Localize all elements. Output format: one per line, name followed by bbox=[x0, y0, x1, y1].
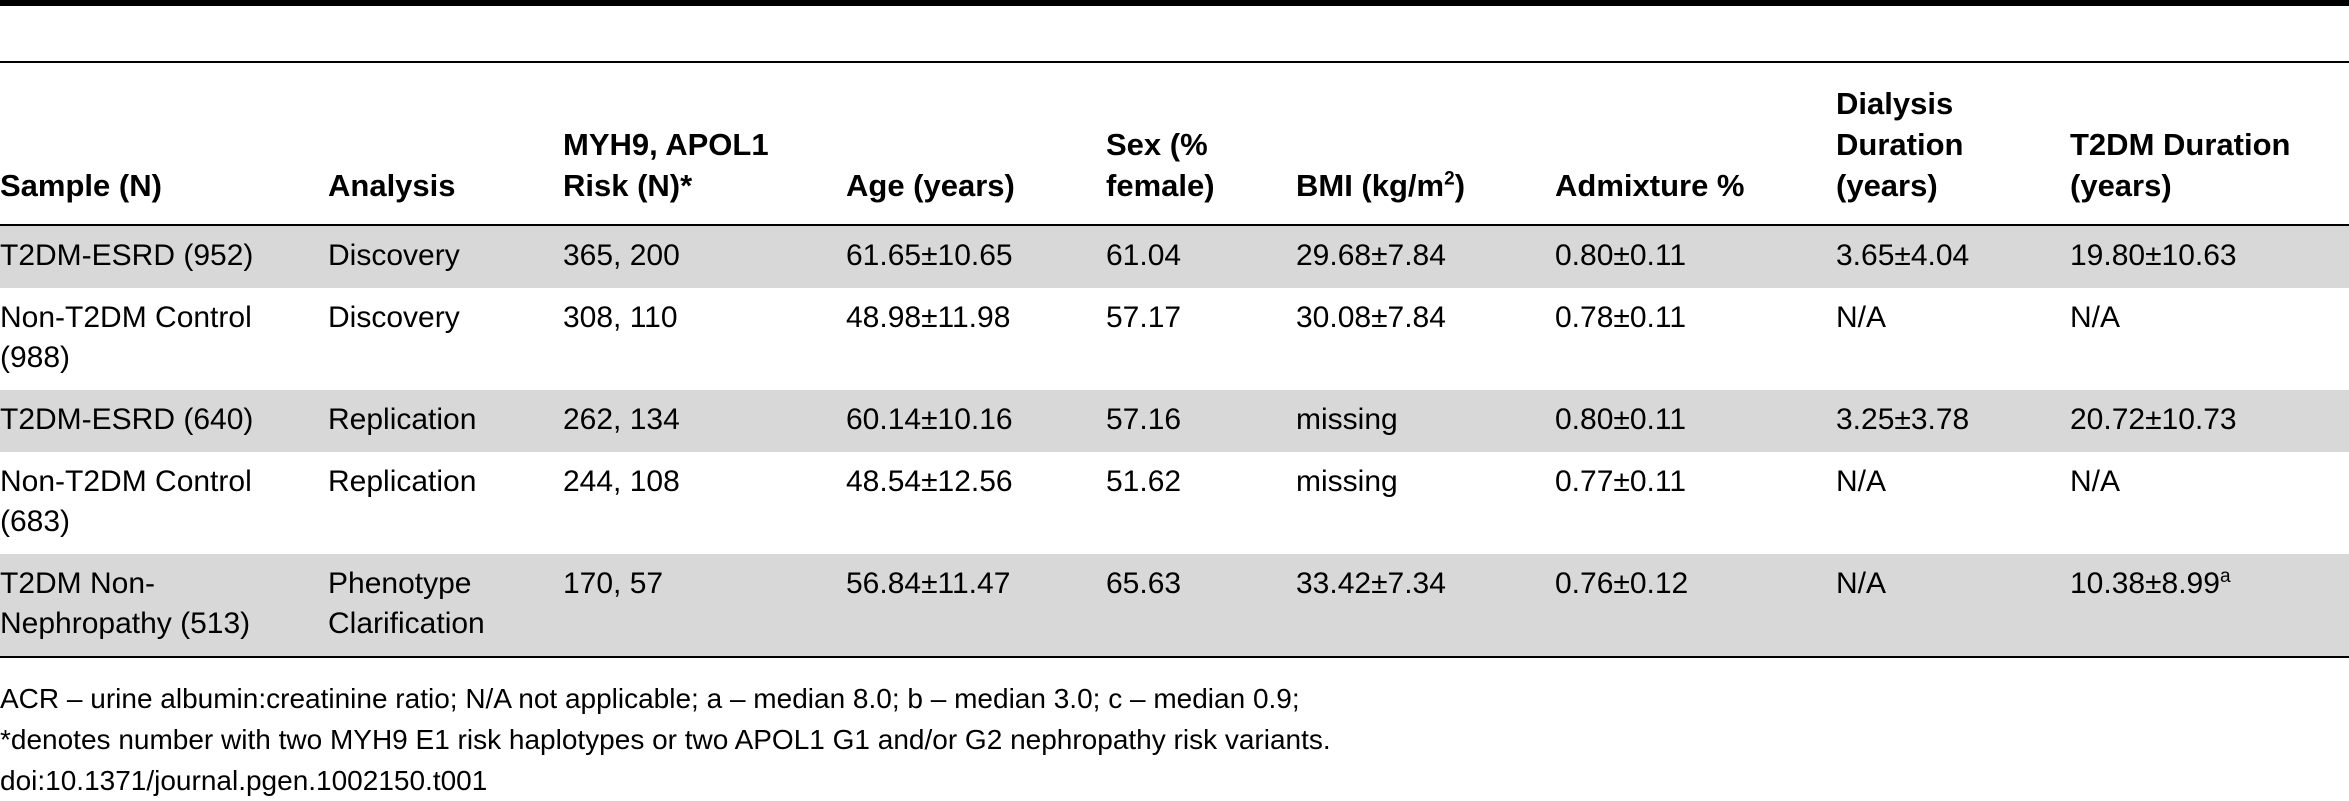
cell-risk: 244, 108 bbox=[563, 465, 680, 498]
cell-risk: 170, 57 bbox=[563, 554, 846, 657]
cell-sex: 61.04 bbox=[1106, 225, 1296, 288]
header-risk: MYH9, APOL1 Risk (N)* bbox=[563, 127, 769, 203]
cell-t2dm-duration: 19.80±10.63 bbox=[2070, 225, 2349, 288]
footnote-abbreviations: ACR – urine albumin:creatinine ratio; N/… bbox=[0, 683, 1300, 714]
table-row: T2DM-ESRD (640) Replication 262, 134 60.… bbox=[0, 390, 2349, 452]
cell-t2dm-duration: N/A bbox=[2070, 301, 2121, 334]
top-rule bbox=[0, 0, 2349, 6]
cell-bmi: missing bbox=[1296, 465, 1398, 498]
cell-sex: 51.62 bbox=[1106, 465, 1182, 498]
cell-bmi: missing bbox=[1296, 390, 1555, 452]
cell-sex: 65.63 bbox=[1106, 554, 1296, 657]
table-container: Sample (N) Analysis MYH9, APOL1 Risk (N)… bbox=[0, 61, 2349, 658]
cell-dialysis-duration: N/A bbox=[1836, 554, 2070, 657]
cell-sample: Non-T2DM Control (683) bbox=[0, 465, 252, 538]
cell-bmi: 33.42±7.34 bbox=[1296, 554, 1555, 657]
cell-admixture: 0.77±0.11 bbox=[1555, 465, 1687, 498]
table-row: T2DM-ESRD (952) Discovery 365, 200 61.65… bbox=[0, 225, 2349, 288]
table-row: T2DM Non- Nephropathy (513) Phenotype Cl… bbox=[0, 554, 2349, 657]
cell-admixture: 0.78±0.11 bbox=[1555, 301, 1687, 334]
header-bmi-suffix: ) bbox=[1454, 168, 1466, 203]
cell-age: 56.84±11.47 bbox=[846, 554, 1106, 657]
header-age: Age (years) bbox=[846, 168, 1015, 203]
cell-sample: T2DM Non- Nephropathy (513) bbox=[0, 554, 328, 657]
cell-dialysis-duration: 3.65±4.04 bbox=[1836, 225, 2070, 288]
table-row: Non-T2DM Control (683) Replication 244, … bbox=[0, 452, 2349, 554]
header-bmi: BMI (kg/m2) bbox=[1296, 62, 1555, 225]
cell-sex: 57.16 bbox=[1106, 390, 1296, 452]
cell-t2dm-duration: N/A bbox=[2070, 465, 2121, 498]
header-analysis: Analysis bbox=[328, 168, 456, 203]
cell-t2dm-duration: 20.72±10.73 bbox=[2070, 390, 2349, 452]
header-row: Sample (N) Analysis MYH9, APOL1 Risk (N)… bbox=[0, 62, 2349, 225]
cell-bmi: 29.68±7.84 bbox=[1296, 225, 1555, 288]
cell-sample: T2DM-ESRD (640) bbox=[0, 390, 328, 452]
cell-bmi: 30.08±7.84 bbox=[1296, 301, 1446, 334]
cell-admixture: 0.80±0.11 bbox=[1555, 390, 1836, 452]
cell-dialysis-duration: N/A bbox=[1836, 465, 1887, 498]
cell-risk: 262, 134 bbox=[563, 390, 846, 452]
cell-dialysis-duration: 3.25±3.78 bbox=[1836, 390, 2070, 452]
cell-age: 48.98±11.98 bbox=[846, 301, 1011, 334]
cell-age: 61.65±10.65 bbox=[846, 225, 1106, 288]
cell-admixture: 0.76±0.12 bbox=[1555, 554, 1836, 657]
cell-age: 60.14±10.16 bbox=[846, 390, 1106, 452]
cell-admixture: 0.80±0.11 bbox=[1555, 225, 1836, 288]
cell-analysis: Replication bbox=[328, 465, 477, 498]
cell-analysis: Replication bbox=[328, 390, 563, 452]
header-admixture: Admixture % bbox=[1555, 168, 1745, 203]
cell-sample: T2DM-ESRD (952) bbox=[0, 225, 328, 288]
doi-link[interactable]: doi:10.1371/journal.pgen.1002150.t001 bbox=[0, 765, 488, 796]
cell-sex: 57.17 bbox=[1106, 301, 1182, 334]
header-sample: Sample (N) bbox=[0, 168, 162, 203]
data-table: Sample (N) Analysis MYH9, APOL1 Risk (N)… bbox=[0, 61, 2349, 658]
cell-t2dm-duration-value: 10.38±8.99 bbox=[2070, 567, 2220, 600]
header-bmi-superscript: 2 bbox=[1444, 168, 1455, 190]
cell-sample: Non-T2DM Control (988) bbox=[0, 301, 252, 374]
table-footnotes: ACR – urine albumin:creatinine ratio; N/… bbox=[0, 678, 2349, 801]
footnote-risk-definition: *denotes number with two MYH9 E1 risk ha… bbox=[0, 724, 1331, 755]
cell-t2dm-duration: 10.38±8.99a bbox=[2070, 554, 2349, 657]
cell-risk: 308, 110 bbox=[563, 301, 678, 334]
cell-dialysis-duration: N/A bbox=[1836, 301, 1887, 334]
header-dialysis-duration: Dialysis Duration (years) bbox=[1836, 86, 1964, 203]
cell-analysis: Phenotype Clarification bbox=[328, 554, 563, 657]
header-sex: Sex (% female) bbox=[1106, 127, 1215, 203]
table-row: Non-T2DM Control (988) Discovery 308, 11… bbox=[0, 288, 2349, 390]
cell-risk: 365, 200 bbox=[563, 225, 846, 288]
footnote-marker-a: a bbox=[2219, 566, 2231, 587]
cell-age: 48.54±12.56 bbox=[846, 465, 1013, 498]
cell-analysis: Discovery bbox=[328, 225, 563, 288]
cell-analysis: Discovery bbox=[328, 301, 460, 334]
header-bmi-text: BMI (kg/m bbox=[1296, 168, 1445, 203]
header-t2dm-duration: T2DM Duration (years) bbox=[2070, 127, 2291, 203]
